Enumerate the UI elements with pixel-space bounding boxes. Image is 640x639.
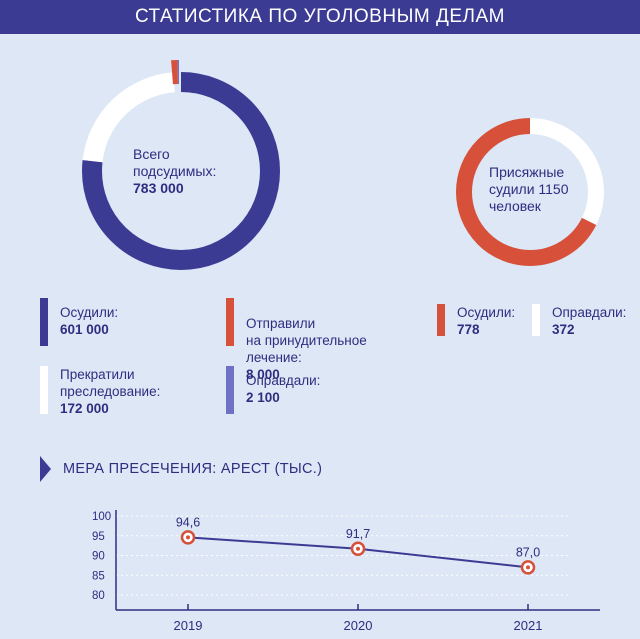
defendants-donut-segment-3	[78, 60, 280, 262]
x-tick-label: 2019	[174, 618, 203, 633]
x-tick-label: 2021	[514, 618, 543, 633]
legend-label-text: Отправили на принудительное лечение:	[246, 316, 367, 365]
data-point-center	[186, 535, 190, 540]
y-tick-label: 100	[92, 511, 111, 523]
arrest-section-title-text: МЕРА ПРЕСЕЧЕНИЯ: АРЕСТ (ТЫС.)	[63, 461, 323, 477]
legend-dismissed: Прекратили преследование: 172 000	[40, 366, 160, 417]
page-title: СТАТИСТИКА ПО УГОЛОВНЫМ ДЕЛАМ	[0, 0, 640, 34]
y-tick-label: 85	[92, 570, 105, 582]
legend-forced-treatment: Отправили на принудительное лечение: 8 0…	[226, 298, 367, 383]
legend-label: Прекратили преследование:	[60, 367, 161, 399]
legend-swatch-jury-acquitted	[532, 304, 540, 336]
legend-label: Оправдали:	[552, 305, 627, 320]
x-tick-label: 2020	[344, 618, 373, 633]
arrest-line-chart: 100 95 90 85 80 94,6 2019 91,7 2020 87,0 2021	[92, 510, 600, 633]
legend-value: 601 000	[60, 322, 109, 337]
defendants-center-label: Всего подсудимых:	[133, 146, 217, 179]
defendants-donut-segment-0	[82, 72, 280, 270]
defendants-donut-center: Всего подсудимых: 783 000	[133, 146, 216, 197]
data-label: 94,6	[176, 515, 200, 529]
y-tick-label: 80	[92, 590, 105, 602]
jury-donut-chart	[456, 118, 604, 266]
legend-acquitted: Оправдали: 2 100	[226, 366, 320, 414]
y-tick-label: 90	[92, 551, 105, 563]
legend-value: 778	[457, 322, 480, 337]
legend-convicted: Осудили: 601 000	[40, 298, 118, 346]
data-point-center	[356, 546, 360, 551]
legend-swatch-dismissed	[40, 366, 48, 414]
arrest-section-title: МЕРА ПРЕСЕЧЕНИЯ: АРЕСТ (ТЫС.)	[40, 456, 322, 482]
legend-jury-acquitted: Оправдали: 372	[532, 304, 626, 338]
legend-swatch-jury-convicted	[437, 304, 445, 336]
legend-value: 372	[552, 322, 575, 337]
legend-label: Отправили на принудительное лечение: 8 0…	[246, 316, 367, 382]
data-point-center	[526, 565, 530, 570]
data-label: 91,7	[346, 527, 370, 541]
legend-swatch-forced-treatment	[226, 298, 234, 346]
legend-value: 8 000	[246, 367, 280, 382]
defendants-center-value: 783 000	[133, 180, 184, 196]
legend-label: Осудили:	[457, 305, 516, 320]
legend-value: 2 100	[246, 390, 280, 405]
legend-label: Оправдали:	[246, 373, 321, 388]
data-label: 87,0	[516, 545, 540, 559]
jury-donut-segment-0	[456, 118, 604, 266]
legend-jury-convicted: Осудили: 778	[437, 304, 515, 338]
jury-center-label: Присяжные судили 1150 человек	[489, 164, 569, 214]
legend-value: 172 000	[60, 401, 109, 416]
y-tick-label: 95	[92, 531, 105, 543]
legend-swatch-convicted	[40, 298, 48, 346]
triangle-icon	[40, 456, 51, 482]
jury-donut-center: Присяжные судили 1150 человек	[489, 164, 569, 215]
defendants-donut-chart	[78, 60, 280, 270]
legend-label: Осудили:	[60, 305, 119, 320]
legend-swatch-acquitted	[226, 366, 234, 414]
page-title-text: СТАТИСТИКА ПО УГОЛОВНЫМ ДЕЛАМ	[134, 6, 506, 27]
